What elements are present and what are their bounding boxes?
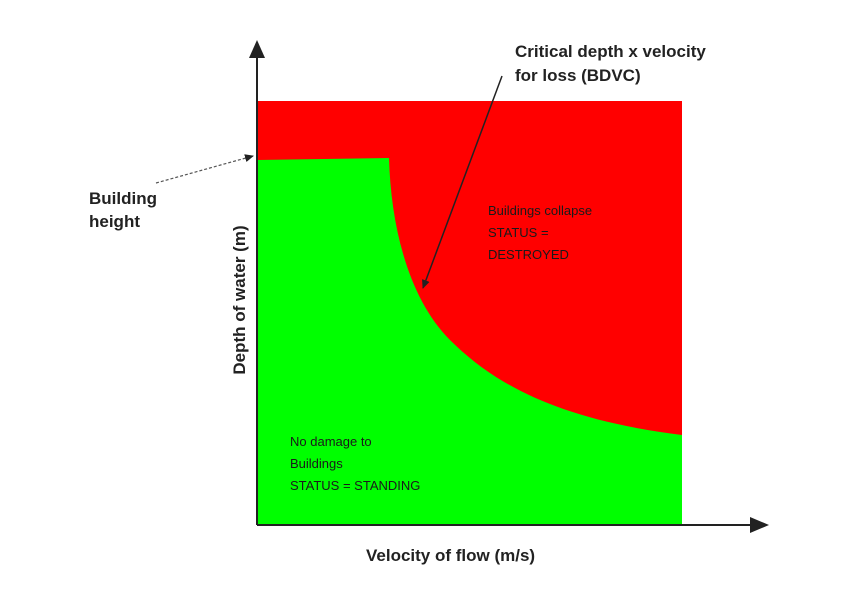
y-axis-label: Depth of water (m): [230, 225, 249, 375]
collapse-zone-line1: Buildings collapse: [488, 203, 593, 218]
height-label-line2: height: [89, 212, 140, 231]
collapse-zone-line2: STATUS =: [488, 225, 549, 240]
curve-label-line2: for loss (BDVC): [515, 66, 641, 85]
x-axis-label: Velocity of flow (m/s): [366, 546, 536, 565]
curve-label-line1: Critical depth x velocity: [515, 42, 706, 61]
standing-zone: [257, 158, 682, 525]
y-axis-arrowhead: [249, 40, 265, 58]
x-axis-arrowhead: [750, 517, 769, 533]
curve-pointer-arrow: [422, 75, 503, 289]
height-label-line1: Building: [89, 189, 157, 208]
standing-zone-line1: No damage to: [290, 434, 372, 449]
standing-zone-line3: STATUS = STANDING: [290, 478, 421, 493]
standing-zone-line2: Buildings: [290, 456, 343, 471]
collapse-zone-line3: DESTROYED: [488, 247, 569, 262]
height-pointer-arrow: [155, 154, 254, 184]
